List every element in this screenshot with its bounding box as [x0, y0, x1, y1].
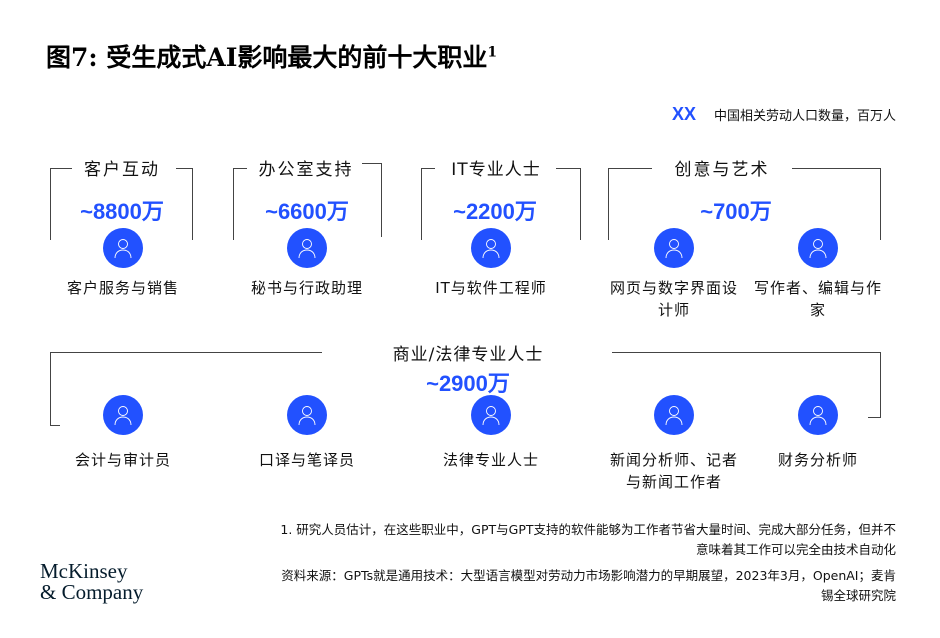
group-title-creative: 创意与艺术 — [674, 160, 770, 180]
legend-marker: XX — [671, 104, 696, 124]
occupation-label: 法律专业人士 — [442, 451, 539, 469]
person-bar-chart-icon — [798, 395, 838, 435]
group-value-it: ~2200万 — [453, 199, 537, 224]
head-chip-icon — [471, 228, 511, 268]
page-title: 图7: 受生成式AI影响最大的前十大职业1 — [46, 38, 497, 74]
group-title-it: IT专业人士 — [451, 160, 541, 180]
legend: XX 中国相关劳动人口数量，百万人 — [672, 104, 896, 125]
occupation-label: 财务分析师 — [777, 451, 858, 469]
title-text: 图7: 受生成式AI影响最大的前十大职业 — [46, 43, 488, 72]
occupation-label: 秘书与行政助理 — [250, 279, 363, 297]
occupation-label: IT与软件工程师 — [435, 279, 547, 297]
presenter-board-icon — [654, 228, 694, 268]
occupation-label: 新闻分析师、记者与新闻工作者 — [609, 451, 738, 491]
group-value-business: ~2900万 — [426, 371, 510, 396]
pen-nib-icon — [798, 228, 838, 268]
occupation-label: 会计与审计员 — [74, 451, 171, 469]
person-monitor-icon — [654, 395, 694, 435]
source: 资料来源：GPTs就是通用技术：大型语言模型对劳动力市场影响潜力的早期展望，20… — [281, 568, 896, 603]
legend-text: 中国相关劳动人口数量，百万人 — [713, 109, 896, 124]
group-title-customer: 客户互动 — [84, 160, 160, 180]
footnote-mark: 1 — [487, 44, 498, 61]
group-value-customer: ~8800万 — [80, 199, 164, 224]
occupation-label: 写作者、编辑与作家 — [753, 279, 882, 319]
group-title-office: 办公室支持 — [258, 160, 354, 180]
occupation-label: 口译与笔译员 — [258, 451, 355, 469]
scales-icon — [471, 395, 511, 435]
headset-person-icon — [103, 228, 143, 268]
mckinsey-logo: McKinsey & Company — [40, 559, 144, 604]
occupation-label: 客户服务与销售 — [66, 279, 179, 297]
group-value-creative: ~700万 — [700, 199, 772, 224]
occupation-label: 网页与数字界面设计师 — [609, 279, 738, 319]
two-people-icon — [287, 395, 327, 435]
group-title-business: 商业/法律专业人士 — [392, 345, 544, 365]
group-value-office: ~6600万 — [265, 199, 349, 224]
footnote: 1. 研究人员估计，在这些职业中，GPT与GPT支持的软件能够为工作者节省大量时… — [280, 522, 896, 557]
person-briefcase-icon — [287, 228, 327, 268]
invoice-icon — [103, 395, 143, 435]
